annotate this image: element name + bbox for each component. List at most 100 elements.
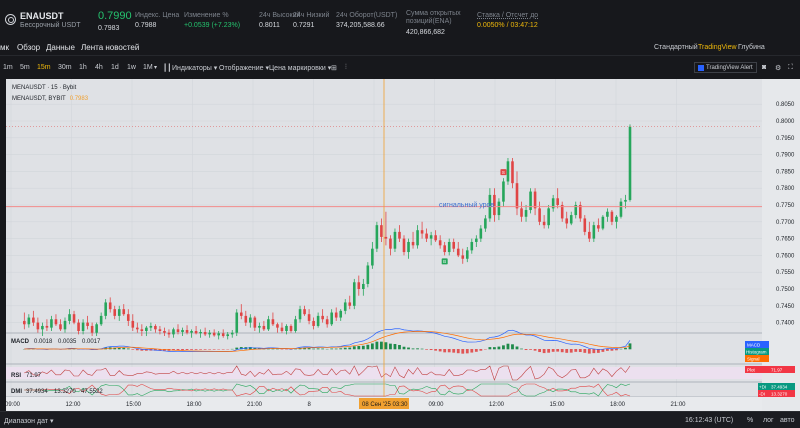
menu-indicators[interactable]: Индикаторы ▾ — [172, 65, 218, 72]
macd-histogram-bar — [208, 349, 212, 350]
layout-icon[interactable]: ⊞ — [331, 65, 337, 72]
stat-index-price: Индекс. Цена 0.7988 — [135, 12, 179, 29]
candle-body — [556, 198, 559, 205]
interval-1m[interactable]: 1m — [3, 64, 13, 71]
gear-icon[interactable]: ⚙ — [775, 65, 782, 72]
stat-funding-rate[interactable]: Ставка / Отсчет до 0.0050% / 03:47:12 — [477, 12, 538, 29]
candle-body — [366, 265, 370, 284]
last-price: 0.7990 — [98, 10, 132, 22]
menu-display[interactable]: Отображение ▾ — [219, 65, 269, 72]
candle-body — [262, 325, 266, 330]
buy-signal-marker — [441, 258, 448, 265]
interval-15m[interactable]: 15m — [37, 64, 51, 71]
symbol-name[interactable]: ENAUSDT — [20, 11, 64, 21]
macd-histogram-bar — [307, 348, 311, 350]
macd-histogram-bar — [339, 348, 343, 350]
candle-body — [27, 317, 31, 325]
candle-body — [190, 331, 193, 333]
interval-1d[interactable]: 1d — [111, 64, 119, 71]
macd-histogram-bar — [190, 349, 193, 350]
candle-body — [154, 325, 157, 330]
view-standard[interactable]: Стандартный — [654, 44, 698, 51]
candle-body — [461, 255, 465, 259]
tab-overview[interactable]: Обзор — [17, 43, 41, 52]
interval-1h[interactable]: 1h — [79, 64, 87, 71]
candle-body — [393, 231, 397, 249]
price-tick-label: 0.7700 — [776, 220, 795, 226]
minus-di-value-badge — [769, 390, 795, 397]
macd-histogram-bar — [321, 348, 325, 350]
chart-nav: мк Обзор Данные Лента новостей Стандартн… — [0, 38, 800, 56]
menu-label: Индикаторы — [172, 65, 212, 72]
macd-histogram-bar — [131, 349, 135, 350]
macd-histogram-bar — [276, 348, 279, 350]
menu-mark-price[interactable]: Цена маркировки ▾ — [269, 65, 332, 72]
interval-1M[interactable]: 1M — [143, 64, 153, 71]
macd-title: MACD — [11, 339, 30, 345]
candle-type-icon[interactable]: ┃┃ — [163, 65, 172, 72]
signal-level-annotation[interactable]: сигнальный уров — [439, 201, 494, 209]
auto-toggle[interactable]: авто — [780, 417, 795, 424]
macd-histogram-bar — [407, 347, 410, 350]
utc-clock[interactable]: 16:12:43 (UTC) — [685, 417, 734, 424]
percent-toggle[interactable]: % — [747, 417, 754, 424]
stat-label: Сумма открытых позиций(ENA) — [406, 10, 461, 25]
tab-chart[interactable]: мк — [0, 43, 9, 52]
candle-body — [615, 216, 618, 222]
candle-body — [117, 309, 121, 316]
macd-histogram-bar — [434, 349, 438, 351]
macd-histogram-bar — [352, 346, 356, 350]
time-tick-label: 15:00 — [550, 402, 566, 408]
candle-body — [145, 327, 148, 331]
stat-24h-turnover: 24ч Оборот(USDT) 374,205,588.66 — [336, 12, 397, 29]
plus-di-line — [24, 383, 631, 397]
time-tick-label: 21:00 — [671, 402, 687, 408]
date-range-button[interactable]: Диапазон дат ▾ — [4, 418, 54, 425]
interval-5m[interactable]: 5m — [20, 64, 30, 71]
candle-body — [104, 302, 107, 316]
tradingview-icon — [698, 64, 704, 71]
macd-histogram-bar — [488, 347, 492, 350]
interval-dropdown-icon[interactable]: ▾ — [154, 65, 158, 71]
macd-histogram-bar — [140, 349, 144, 351]
macd-histogram-bar — [203, 349, 207, 350]
sell-signal-label: S — [502, 170, 505, 175]
price-chart[interactable]: 0.77450.7983BS 0.80500.80000.79500.79000… — [6, 79, 800, 411]
macd-histogram-bar — [587, 349, 591, 354]
candle-body — [172, 329, 175, 335]
time-tick-label: 09:00 — [429, 402, 445, 408]
macd-histogram-bar — [402, 346, 406, 350]
macd-histogram-bar — [181, 349, 184, 351]
tab-data[interactable]: Данные — [46, 43, 75, 52]
crosshair-time-label: 08 Сен '25 03:30 — [362, 402, 408, 408]
macd-histogram-bar — [113, 347, 117, 350]
view-tradingview[interactable]: TradingView — [698, 44, 737, 51]
camera-icon[interactable]: ◙ — [762, 64, 767, 71]
histogram-badge-label: Histogram — [746, 350, 767, 355]
candle-body — [167, 332, 171, 335]
interval-4h[interactable]: 4h — [95, 64, 103, 71]
macd-value-2: 0.0035 — [58, 339, 77, 345]
legend-ohlc: MENAUSDT, BYBIT 0.7983 — [12, 96, 89, 102]
time-tick-label: 09:00 — [6, 402, 21, 408]
settings-sliders-icon[interactable]: ⫶ — [345, 64, 347, 71]
fullscreen-icon[interactable]: ⛶ — [788, 64, 793, 71]
macd-histogram-bar — [248, 347, 252, 350]
interval-30m[interactable]: 30m — [58, 64, 72, 71]
tradingview-alert-button[interactable]: TradingView Alert — [694, 62, 757, 73]
macd-histogram-bar — [370, 343, 374, 350]
candle-body — [72, 314, 76, 323]
macd-histogram-bar — [429, 349, 433, 351]
menu-label: Цена маркировки — [269, 65, 326, 72]
interval-1w[interactable]: 1w — [127, 64, 136, 71]
candle-body — [520, 208, 523, 217]
view-depth[interactable]: Глубина — [738, 44, 765, 51]
macd-histogram-bar — [443, 349, 447, 353]
candle-body — [149, 325, 153, 328]
candle-body — [357, 282, 361, 289]
log-toggle[interactable]: лог — [763, 417, 774, 424]
rsi-value-badge-label: 71.97 — [771, 368, 783, 373]
candle-body — [592, 225, 596, 239]
candle-body — [429, 235, 433, 239]
tab-news[interactable]: Лента новостей — [81, 43, 140, 52]
